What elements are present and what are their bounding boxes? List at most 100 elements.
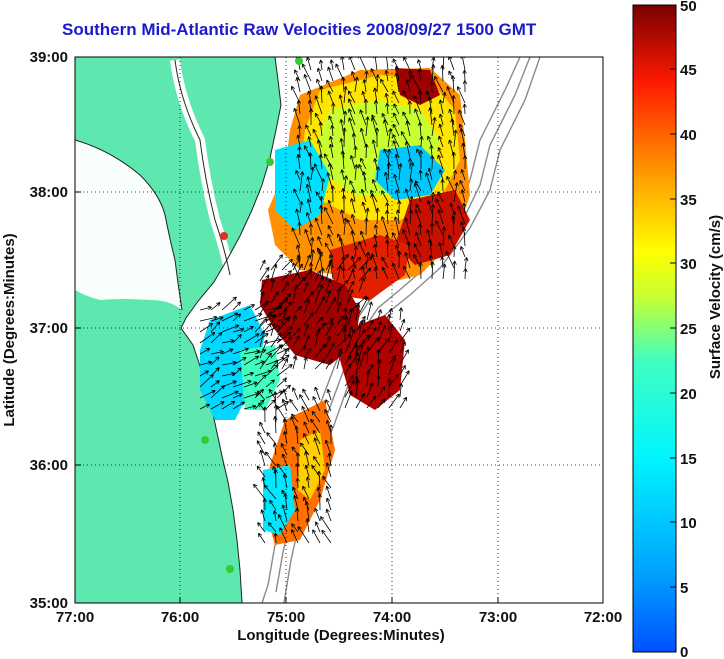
velocity-arrow: [312, 396, 321, 412]
velocity-arrow: [232, 301, 241, 311]
velocity-arrow: [336, 315, 345, 326]
velocity-arrow: [338, 94, 345, 115]
velocity-arrow: [344, 379, 355, 398]
velocity-arrow: [267, 522, 277, 533]
velocity-arrow: [299, 442, 310, 456]
velocity-arrow: [259, 449, 266, 467]
velocity-arrow: [370, 193, 378, 214]
velocity-arrow: [392, 140, 400, 159]
grid-lines: [75, 57, 603, 603]
velocity-arrow: [383, 148, 389, 159]
velocity-arrow: [361, 90, 367, 104]
velocity-arrow: [254, 300, 270, 311]
velocity-arrow: [429, 81, 434, 93]
velocity-arrow: [399, 327, 411, 343]
x-tick-label: 75:00: [267, 609, 305, 626]
velocity-arrow: [232, 347, 249, 355]
velocity-arrow: [380, 78, 389, 93]
velocity-arrow: [305, 518, 310, 533]
velocity-arrow: [210, 316, 224, 322]
velocity-arrow: [344, 390, 353, 409]
velocity-arrow: [364, 217, 369, 236]
velocity-arrow: [339, 209, 345, 225]
velocity-arrow: [350, 70, 356, 82]
velocity-arrow: [305, 212, 312, 225]
velocity-arrow: [413, 243, 422, 258]
velocity-arrow: [336, 286, 342, 304]
velocity-arrow: [404, 141, 411, 159]
velocity-arrow: [392, 232, 400, 247]
velocity-arrow: [340, 57, 345, 71]
x-tick-label: 74:00: [373, 609, 411, 626]
velocity-arrow: [308, 262, 314, 280]
velocity-arrow: [324, 242, 334, 258]
velocity-arrow: [276, 354, 290, 366]
velocity-arrow: [344, 375, 355, 387]
velocity-arrow: [303, 268, 313, 282]
velocity-arrow: [296, 154, 301, 170]
velocity-arrow: [365, 251, 371, 269]
velocity-arrow: [292, 335, 300, 348]
velocity-arrow: [344, 343, 351, 354]
velocity-arrow: [270, 323, 276, 337]
velocity-arrow: [394, 244, 400, 258]
velocity-arrow: [373, 100, 379, 115]
colorbar-tick-label: 0: [680, 644, 688, 659]
velocity-arrow: [199, 403, 210, 410]
velocity-arrow: [448, 139, 455, 159]
velocity-arrow: [330, 124, 335, 137]
velocity-arrow: [312, 128, 323, 148]
velocity-arrow: [314, 270, 321, 282]
velocity-arrow: [303, 433, 310, 445]
velocity-arrow: [349, 155, 356, 170]
velocity-arrow: [210, 401, 225, 410]
velocity-arrow: [409, 161, 415, 181]
velocity-arrow: [340, 150, 345, 170]
velocity-arrow: [342, 328, 348, 343]
colorbar-tick-label: 15: [680, 451, 697, 468]
velocity-arrow: [314, 343, 326, 359]
velocity-arrow: [265, 379, 275, 388]
velocity-arrow: [459, 180, 466, 192]
velocity-arrow: [325, 399, 332, 412]
velocity-arrow: [328, 424, 334, 445]
velocity-arrow: [303, 421, 310, 434]
x-tick-labels: 77:00 76:00 75:00 74:00 73:00 72:00: [56, 609, 622, 626]
velocity-arrow: [221, 296, 237, 311]
velocity-arrow: [276, 297, 289, 311]
velocity-arrow: [452, 169, 458, 181]
velocity-arrow: [377, 321, 383, 332]
colorbar-tick-label: 25: [680, 321, 697, 338]
velocity-arrow: [221, 312, 239, 322]
velocity-arrow: [314, 284, 323, 304]
velocity-arrow: [413, 253, 422, 269]
velocity-arrow: [259, 274, 270, 293]
velocity-arrow: [344, 355, 352, 365]
velocity-arrow: [199, 323, 214, 333]
velocity-arrow: [314, 322, 326, 337]
velocity-arrow: [281, 336, 293, 348]
velocity-arrow: [388, 324, 394, 343]
velocity-arrow: [358, 241, 367, 258]
velocity-arrow: [281, 307, 288, 326]
velocity-arrow: [210, 331, 223, 344]
velocity-arrow: [276, 384, 291, 399]
velocity-arrow: [354, 375, 359, 387]
velocity-arrow: [435, 198, 444, 214]
velocity-arrow: [221, 339, 235, 344]
velocity-arrow: [366, 382, 374, 398]
velocity-arrow: [273, 532, 278, 544]
velocity-arrow: [306, 57, 312, 71]
velocity-arrow: [407, 157, 413, 170]
velocity-arrow: [427, 96, 433, 115]
velocity-arrow: [364, 143, 369, 159]
velocity-arrow: [265, 390, 284, 399]
velocity-arrow: [419, 135, 424, 148]
velocity-arrow: [303, 281, 309, 293]
velocity-arrow: [339, 118, 345, 137]
velocity-arrow: [303, 145, 312, 159]
velocity-arrow: [292, 284, 299, 304]
y-tick-label: 35:00: [30, 595, 68, 612]
velocity-arrow: [418, 261, 423, 280]
velocity-arrow: [354, 76, 359, 93]
